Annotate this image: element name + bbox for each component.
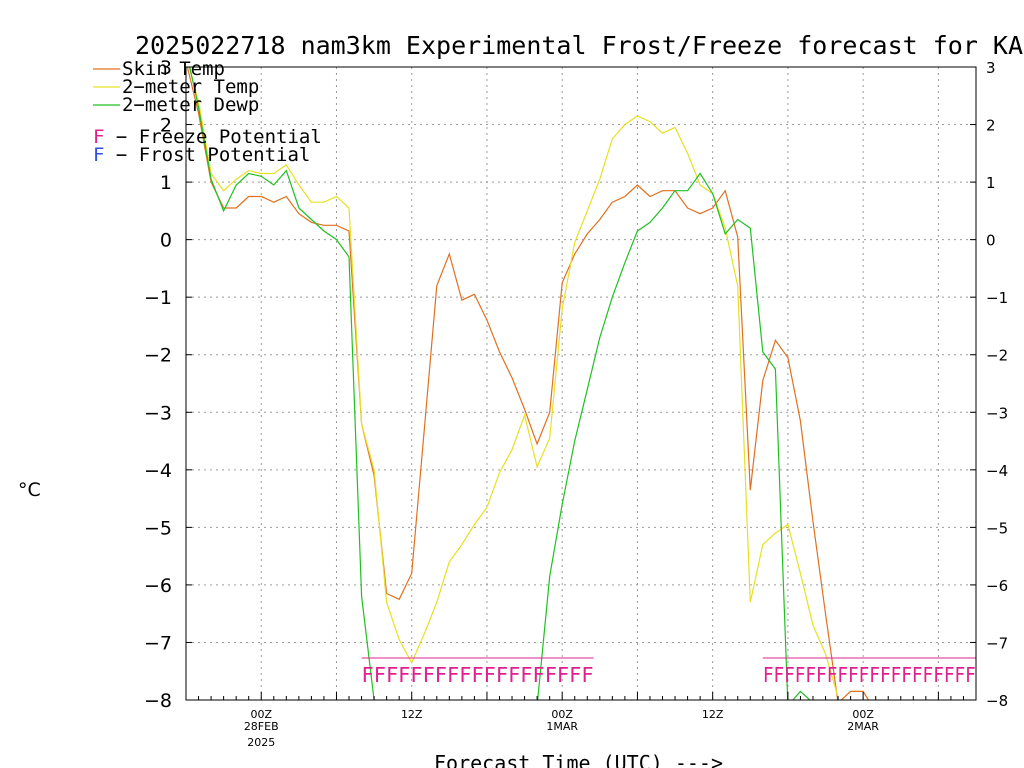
y-tick-label-right: 1 (986, 174, 996, 192)
legend-label: Skin Temp (122, 58, 225, 80)
y-tick-label-right: 3 (986, 59, 996, 77)
y-tick-label-left: 3 (160, 57, 172, 79)
y-tick-label-right: −7 (986, 634, 1008, 652)
y-tick-label-right: −3 (986, 404, 1008, 422)
x-tick-label: 00Z (551, 708, 573, 721)
x-tick-label: 00Z (852, 708, 874, 721)
freeze-potential-markers: FFFFFFFFFFFFFFFFFFF FFFFFFFFFFFFFFFFFFFF (361, 657, 976, 687)
chart-title: 2025022718 nam3km Experimental Frost/Fre… (135, 31, 1024, 60)
y-tick-label-right: −8 (986, 692, 1008, 710)
y-tick-label-right: −5 (986, 519, 1008, 537)
series-lines (186, 67, 870, 700)
freeze-marker-text: FFFFFFFFFFFFFFFFFFFF (763, 663, 976, 687)
x-tick-label: 12Z (702, 708, 724, 721)
legend-label: 2−meter Dewp (122, 94, 259, 116)
y-tick-label-right: −2 (986, 347, 1008, 365)
y-tick-label-left: 0 (160, 230, 172, 252)
y-tick-label-right: −6 (986, 577, 1008, 595)
y-tick-label-left: −2 (144, 345, 172, 367)
x-tick-date: 1MAR (546, 720, 578, 733)
series-line-0 (186, 67, 870, 700)
x-tick-date: 28FEB (244, 720, 279, 733)
x-tick-date: 2MAR (847, 720, 879, 733)
y-tick-label-left: 2 (160, 115, 172, 137)
y-tick-label-left: −8 (144, 690, 172, 712)
y-tick-label-right: −1 (986, 289, 1008, 307)
y-tick-label-right: 2 (986, 117, 996, 135)
y-axis-left: 3 2 1 0 −1 −2 −3 −4 −5 −6 −7 −8 (144, 57, 192, 712)
series-line-1 (188, 67, 839, 698)
x-axis-label: Forecast Time (UTC) ---> (434, 751, 723, 768)
series-line-2 (189, 67, 811, 700)
y-axis-right: 3 2 1 0 −1 −2 −3 −4 −5 −6 −7 −8 (970, 59, 1008, 710)
y-tick-label-left: −5 (144, 517, 172, 539)
legend-potential-label: F − Freeze Potential (93, 126, 322, 148)
x-tick-label: 12Z (401, 708, 423, 721)
legend-label: 2−meter Temp (122, 76, 259, 98)
y-tick-label-right: 0 (986, 232, 996, 250)
freeze-marker-text: FFFFFFFFFFFFFFFFFFF (362, 663, 594, 687)
y-tick-label-left: −1 (144, 287, 172, 309)
y-tick-label-left: −7 (144, 632, 172, 654)
x-tick-year: 2025 (247, 736, 275, 749)
plot-frame (185, 66, 977, 701)
plot-area: FFFFFFFFFFFFFFFFFFF FFFFFFFFFFFFFFFFFFFF (186, 67, 976, 700)
y-tick-label-left: −3 (144, 402, 172, 424)
y-tick-label-left: 1 (160, 172, 172, 194)
y-axis-label: °C (18, 479, 41, 501)
y-tick-label-left: −4 (144, 460, 172, 482)
legend-potential-label: F − Frost Potential (93, 144, 310, 166)
y-tick-label-right: −4 (986, 462, 1008, 480)
x-tick-label: 00Z (250, 708, 272, 721)
y-tick-label-left: −6 (144, 575, 172, 597)
